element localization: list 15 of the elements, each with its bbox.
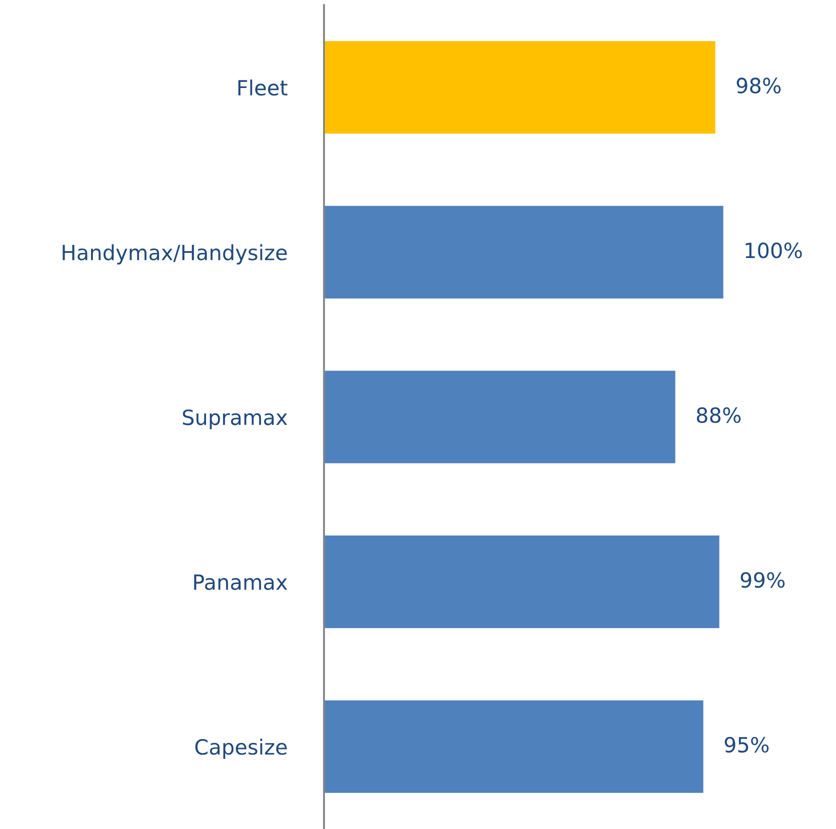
bar [324, 534, 721, 630]
data-label: 88% [696, 407, 741, 424]
y-tick-label: Fleet [238, 79, 288, 96]
bar [324, 204, 725, 300]
y-tick-label: Panamax [194, 574, 288, 590]
data-label: 98% [736, 78, 781, 94]
data-label: 95% [724, 736, 769, 753]
bar [324, 40, 717, 136]
data-label: 99% [740, 572, 785, 588]
y-tick-label: Supramax [182, 409, 288, 430]
data-label: 100% [746, 242, 802, 258]
bar [324, 369, 677, 465]
bar [324, 698, 705, 794]
y-tick-label: Capesize [195, 738, 287, 759]
y-tick-label: Handymax/Handysize [62, 244, 287, 264]
